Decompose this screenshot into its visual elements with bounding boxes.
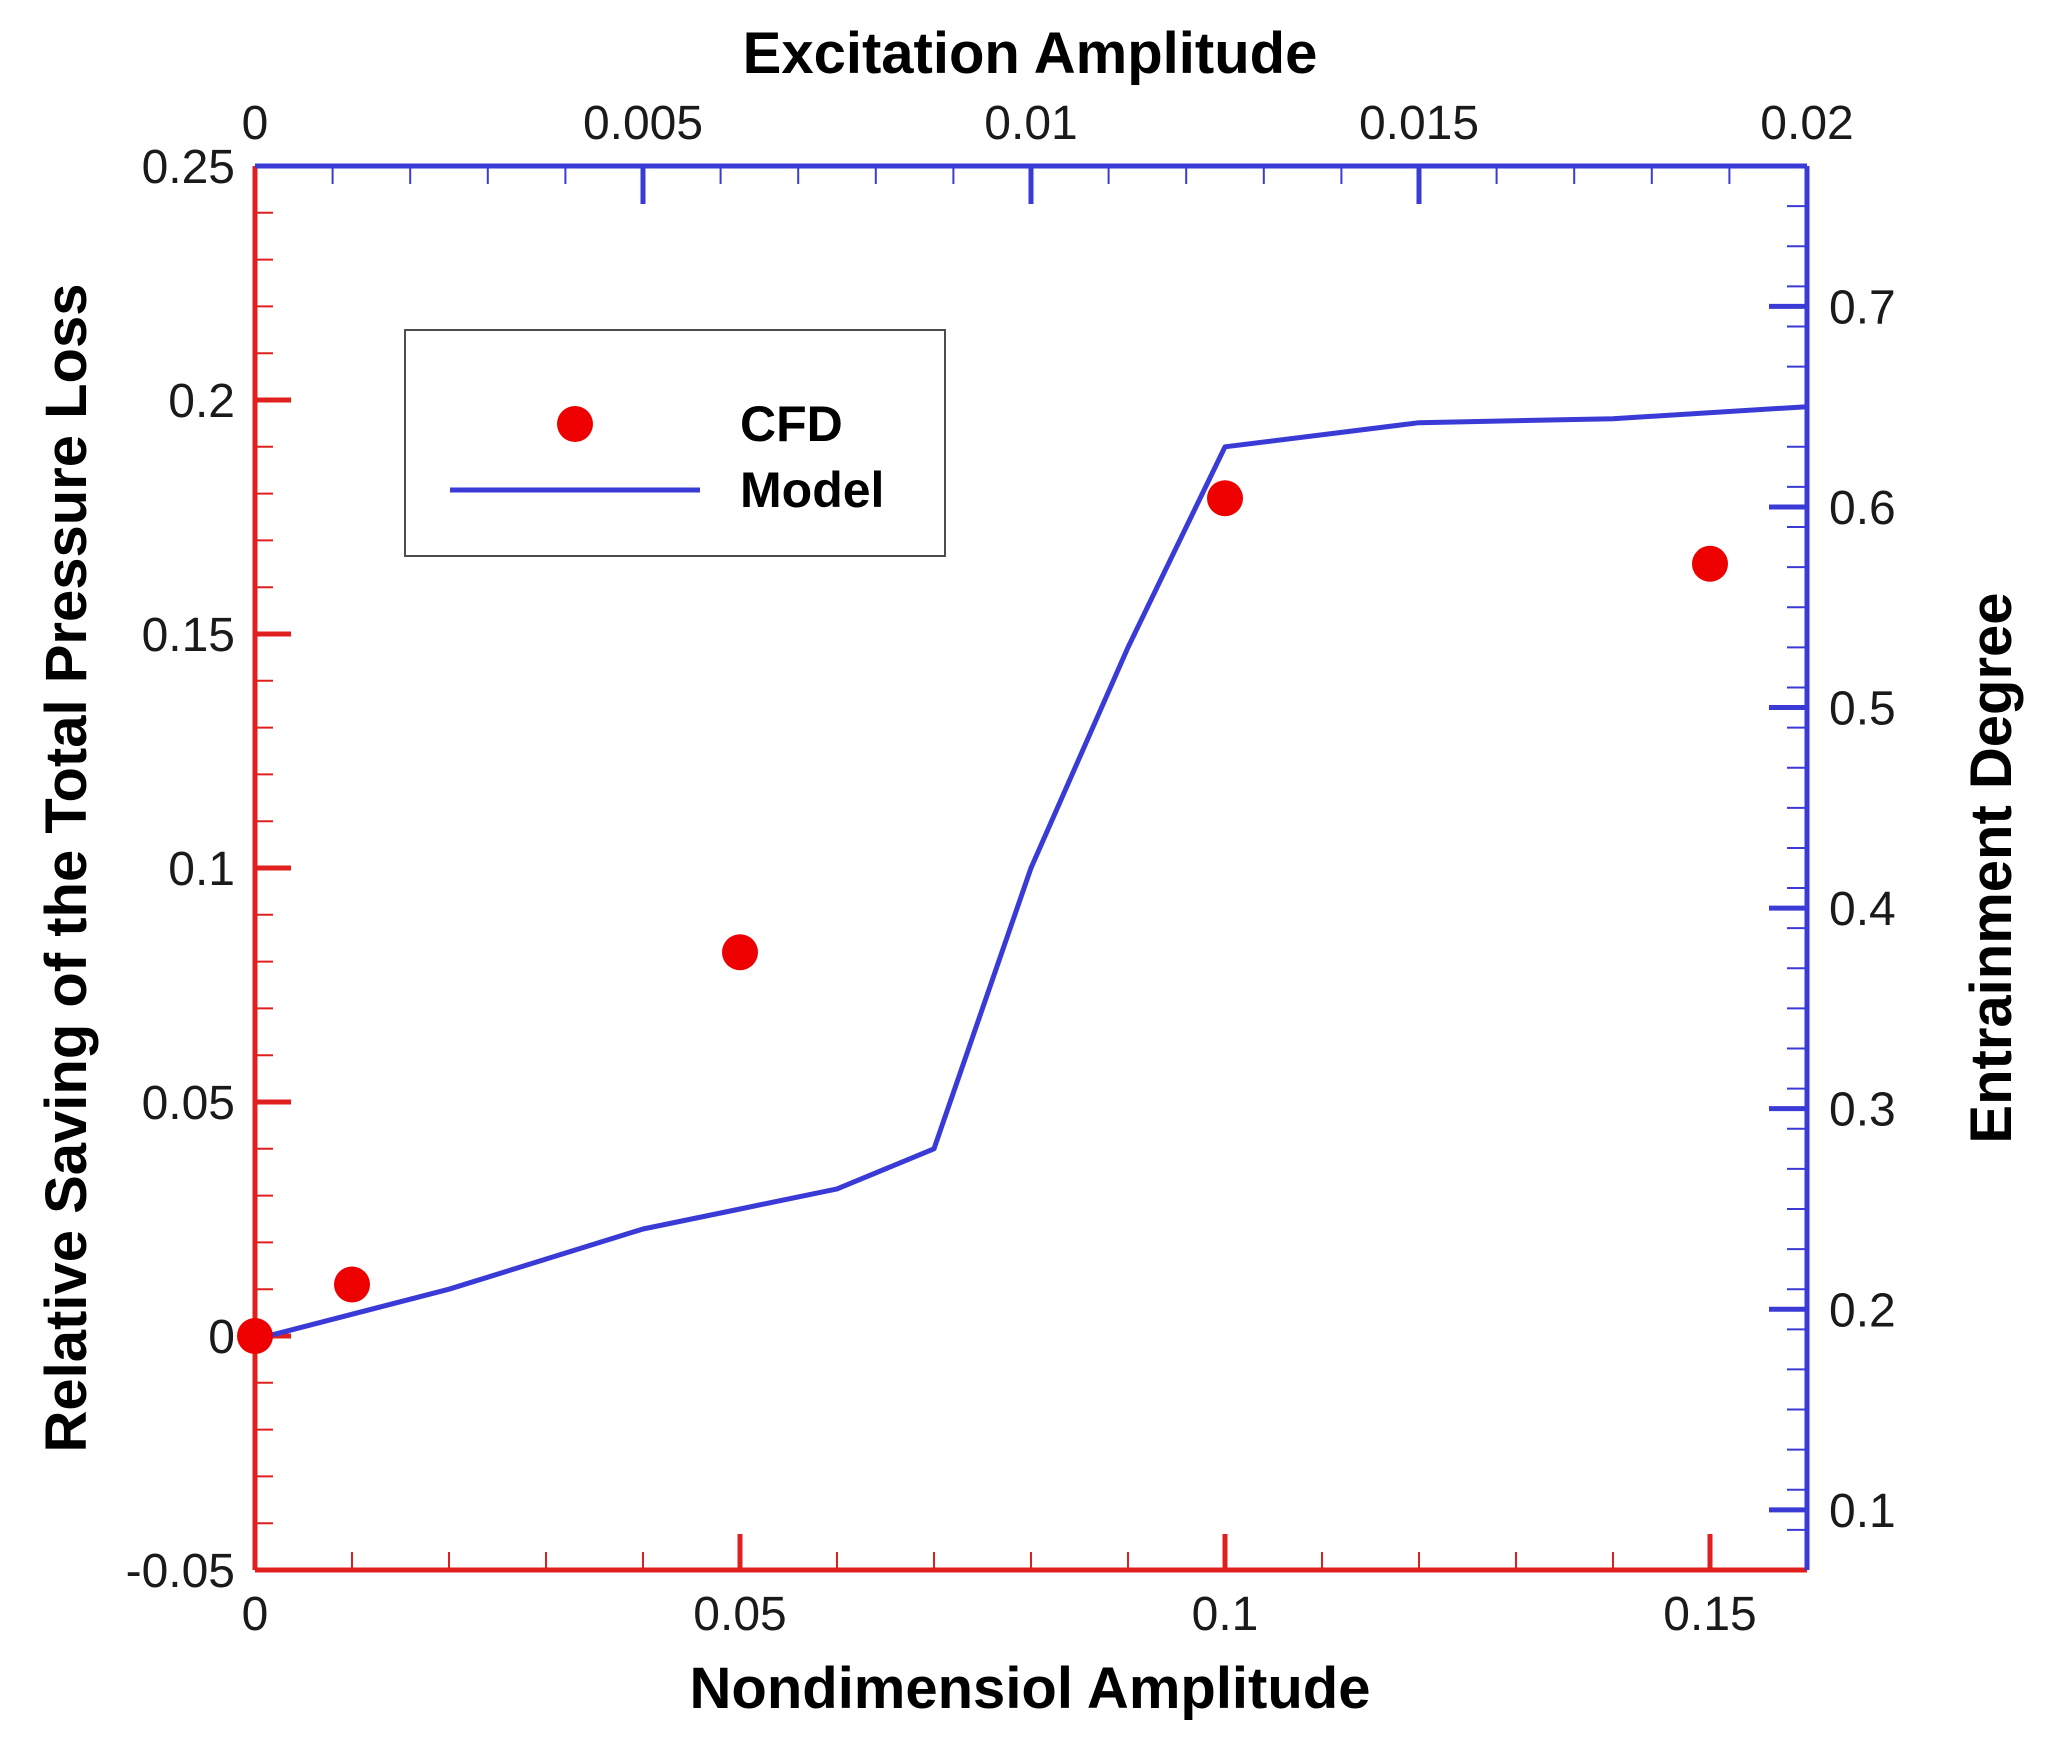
x2-tick-label: 0.01 [984,97,1077,150]
data-layer [237,404,1808,1354]
y-tick-label: -0.05 [126,1545,235,1598]
y2-tick-label: 0.3 [1829,1084,1896,1137]
cfd-point [334,1266,370,1303]
ticks-layer: 0 0.05 0.1 0.150 0.005 0.01 0.015 0.02-0.0500.0… [126,97,1896,1641]
y-tick-label: 0.05 [142,1077,235,1130]
cfd-point [1207,480,1243,517]
x2-tick-label: 0.005 [583,97,703,150]
x-axis-title: Nondimensiol Amplitude [690,1656,1371,1721]
x2-tick-label: 0.02 [1760,97,1853,150]
x-tick-label: 0 [242,1588,269,1641]
model-line [254,404,1808,1342]
x-tick-label: 0.15 [1663,1588,1756,1641]
x2-axis-title: Excitation Amplitude [743,21,1318,86]
x-tick-label: 0.1 [1192,1588,1259,1641]
legend-cfd-marker [557,406,593,442]
y2-tick-label: 0.6 [1829,482,1896,535]
legend-box [404,329,946,557]
cfd-point [237,1318,273,1354]
x2-tick-label: 0.015 [1359,97,1479,150]
y-tick-label: 0.15 [142,609,235,662]
y2-tick-label: 0.2 [1829,1284,1896,1337]
legend: CFD Model [404,329,946,557]
y2-tick-label: 0.5 [1829,683,1896,736]
y2-axis-title: Entrainment Degree [1959,592,2024,1143]
y-tick-label: 0.25 [142,141,235,194]
y2-tick-label: 0.1 [1829,1485,1896,1538]
cfd-point [1692,545,1728,582]
axes-layer [252,163,1810,1573]
legend-cfd-label: CFD [740,396,843,452]
y-axis-title: Relative Saving of the Total Pressure Lo… [34,284,99,1453]
y-tick-label: 0 [208,1311,235,1364]
legend-model-label: Model [740,462,884,518]
y-tick-label: 0.1 [168,843,235,896]
y2-tick-label: 0.4 [1829,883,1896,936]
x2-tick-label: 0 [242,97,269,150]
cfd-point [722,934,758,971]
x-tick-label: 0.05 [693,1588,786,1641]
y-tick-label: 0.2 [168,375,235,428]
y2-tick-label: 0.7 [1829,281,1896,334]
